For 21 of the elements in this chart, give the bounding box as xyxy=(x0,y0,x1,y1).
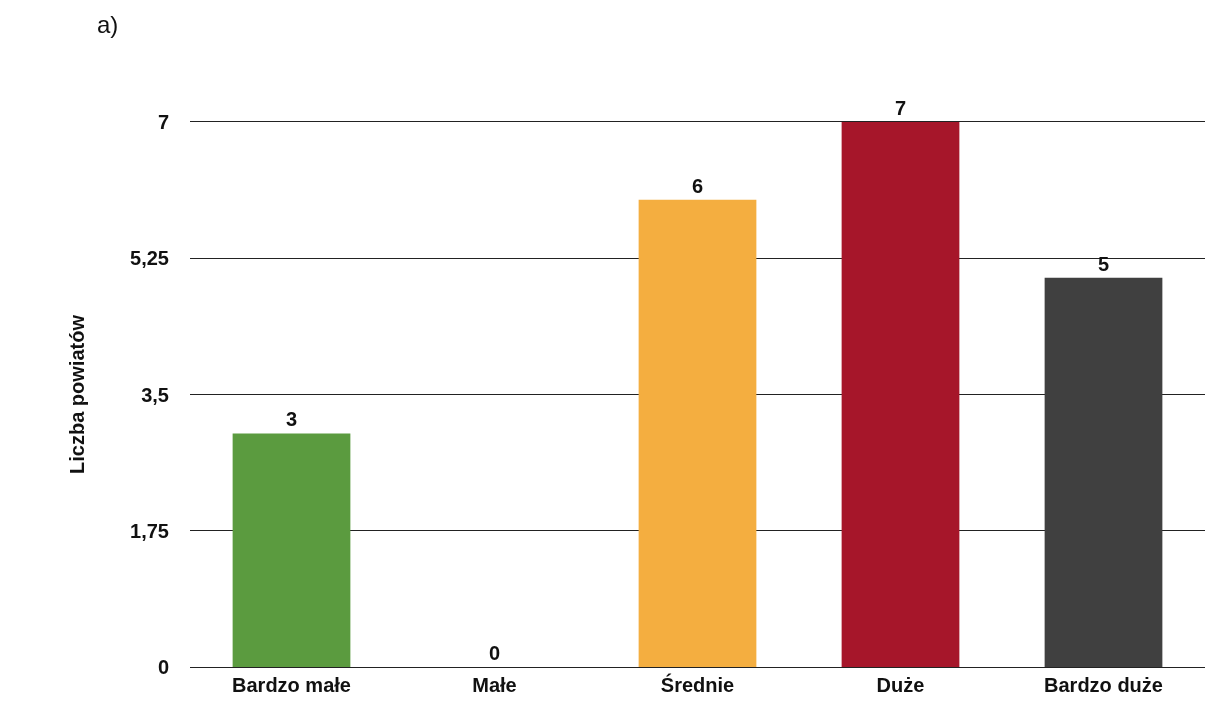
data-label: 5 xyxy=(1097,252,1110,275)
y-tick-label: 3,5 xyxy=(141,383,169,406)
x-tick-label: Średnie xyxy=(660,673,735,696)
y-tick-label: 7 xyxy=(157,111,169,133)
bar xyxy=(841,122,960,667)
x-tick-label: Bardzo duże xyxy=(1044,674,1163,696)
data-label: 3 xyxy=(285,408,298,431)
y-axis-title: Liczba powiatów xyxy=(65,314,88,474)
y-tick-label: 5,25 xyxy=(130,247,169,270)
x-tick-label: Duże xyxy=(876,674,925,696)
y-tick-label: 0 xyxy=(157,656,169,678)
bar xyxy=(232,433,351,667)
x-tick-label: Bardzo małe xyxy=(232,674,351,696)
data-label: 7 xyxy=(894,97,907,119)
bar xyxy=(1044,277,1163,667)
bar xyxy=(638,199,757,667)
data-label: 6 xyxy=(691,174,704,197)
x-tick-label: Małe xyxy=(472,674,517,696)
text: a) xyxy=(97,11,119,38)
data-label: 0 xyxy=(488,642,501,664)
y-tick-label: 1,75 xyxy=(130,519,169,542)
